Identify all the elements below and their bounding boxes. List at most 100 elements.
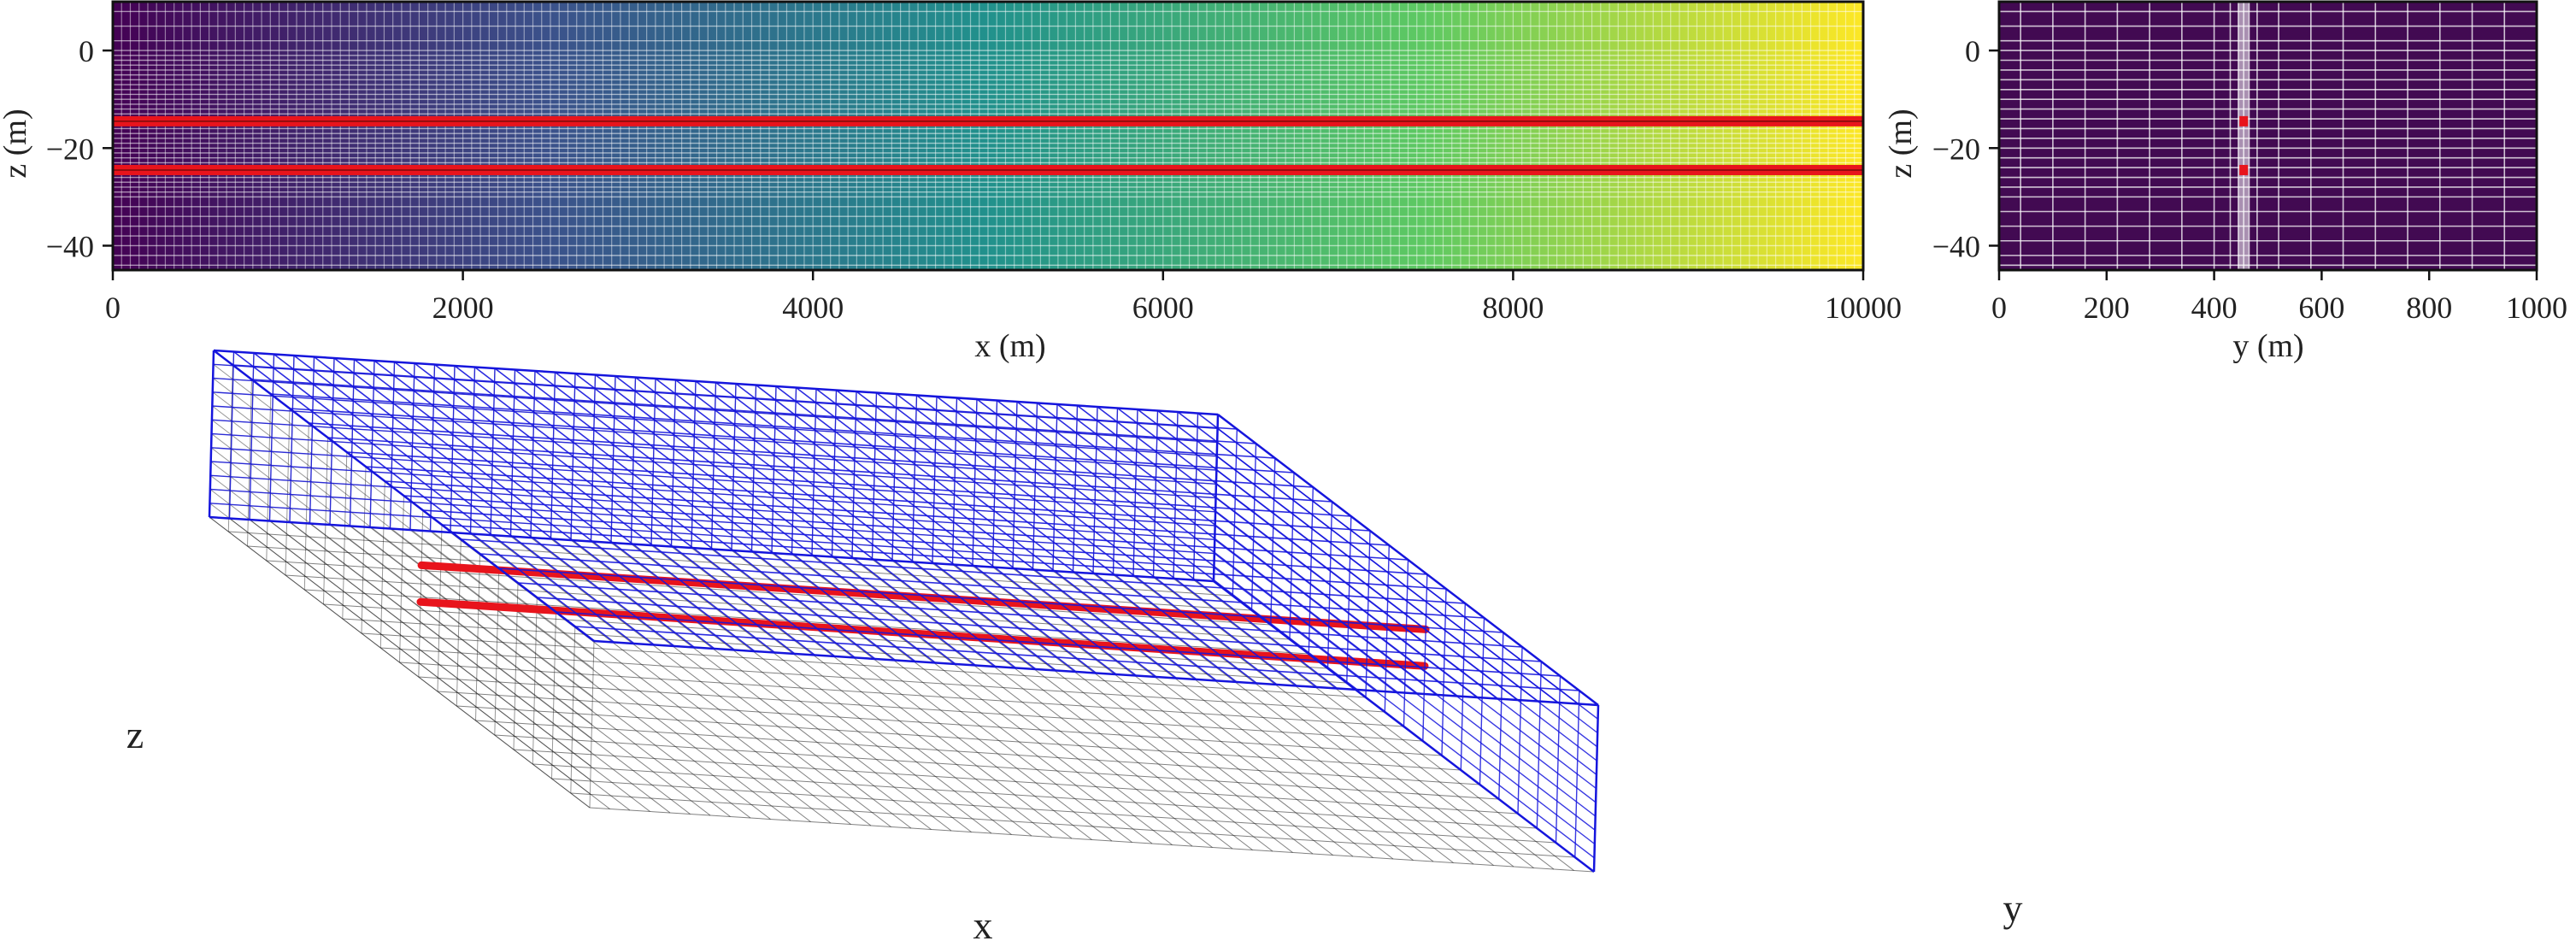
mesh-left-vline [551, 611, 556, 779]
mesh-top-yline [289, 408, 1295, 473]
mesh-bottom-yline [532, 763, 1538, 829]
mesh-right-hline [1214, 552, 1596, 845]
mesh-top-yline [270, 393, 1275, 459]
mesh-left-vline [227, 364, 233, 532]
xz-axes-frame [111, 0, 1865, 272]
mesh-left-hline [211, 433, 592, 725]
mesh-left-vline [532, 597, 538, 765]
mesh-front-hline [212, 391, 1217, 457]
yz-ticks: 0 200 400 600 800 1000 0 −20 −40 [1932, 34, 2567, 325]
xz-x-axis-label: x (m) [974, 328, 1045, 364]
mesh-left-vline [247, 379, 252, 547]
xz-wells [113, 115, 1863, 175]
yz-axes-frame [1997, 0, 2538, 272]
xz-xtick-label: 6000 [1132, 291, 1194, 325]
mesh-left-vline [475, 553, 480, 721]
mesh-left-vline [342, 451, 348, 620]
mesh-bottom-yline [380, 647, 1385, 713]
mesh-right-hline [1214, 525, 1597, 817]
yz-ytick-label: 0 [1965, 34, 1980, 68]
well-lower [2239, 164, 2249, 175]
yz-mesh-grid [1999, 2, 2537, 270]
mesh-left-hline [211, 405, 593, 697]
mesh-box-edge [1213, 580, 1595, 873]
mesh-bottom-yline [494, 734, 1499, 800]
mesh-top-yline [346, 451, 1351, 517]
mesh-box-edge [1212, 414, 1220, 582]
mesh-front-hline [211, 447, 1216, 513]
mesh-top-yline [309, 422, 1314, 488]
xz-xtick-label: 2000 [432, 291, 494, 325]
mesh-bottom-yline [570, 792, 1575, 858]
mesh-box-edge [1217, 414, 1599, 706]
yz-wells [2239, 115, 2249, 175]
xz-xtick-label: 10000 [1825, 291, 1902, 325]
yz-ytick-label: −40 [1932, 229, 1980, 263]
mesh-bottom-yline [228, 531, 1233, 597]
mesh-left-vline [570, 626, 576, 794]
mesh-bottom-yline [589, 807, 1595, 873]
mesh-z-axis-label: z [126, 713, 144, 756]
yz-xtick-label: 200 [2084, 291, 2130, 325]
mesh-bottom-yline [418, 676, 1423, 742]
mesh-bottom-yline [513, 749, 1519, 815]
yz-xtick-label: 1000 [2506, 291, 2567, 325]
mesh-left-hline [210, 461, 592, 753]
mesh-front-hline [209, 503, 1214, 568]
xz-ticks: 0 2000 4000 6000 8000 10000 0 −20 −40 [46, 34, 1902, 325]
mesh-front-hline [212, 405, 1217, 471]
well-upper [2239, 115, 2249, 126]
mesh-top-yline [574, 626, 1579, 691]
mesh-bottom-yline [342, 618, 1347, 684]
xz-ytick-label: −20 [46, 132, 94, 166]
mesh-bottom-yline [266, 560, 1271, 626]
mesh-top-yline [422, 509, 1427, 575]
xz-section-plot: 0 2000 4000 6000 8000 10000 0 −20 −40 x (m) z (m… [0, 0, 1902, 364]
xz-ytick-label: −40 [46, 229, 94, 263]
mesh-top-yline [251, 379, 1256, 444]
xz-colormap-fill [113, 2, 1863, 270]
mesh-right-hline [1215, 497, 1597, 790]
mesh-left-hline [209, 503, 591, 795]
yz-x-axis-label: y (m) [2232, 328, 2303, 364]
mesh-top-yline [517, 582, 1523, 648]
mesh-left-hline [212, 391, 594, 684]
mesh-bottom-yline [437, 691, 1443, 756]
mesh-front-hline [211, 419, 1216, 485]
mesh-bottom-yline [247, 545, 1252, 611]
mesh-left-vline [379, 480, 385, 649]
mesh-top-yline [232, 364, 1238, 430]
mesh-front-hline [213, 377, 1218, 444]
mesh-left-vline [361, 466, 367, 634]
mesh-front-hline [210, 461, 1215, 526]
mesh-bottom-yline [285, 574, 1291, 640]
mesh-front-hline [211, 432, 1216, 499]
xz-mesh-grid [113, 2, 1863, 270]
mesh-left-vline [437, 524, 443, 692]
mesh-box-edge [213, 350, 595, 642]
mesh-left-vline [303, 422, 309, 591]
xz-colormap-rect [113, 2, 1863, 270]
mesh-left-vline [399, 495, 404, 663]
mesh-top-yline [327, 437, 1332, 503]
xz-xtick-label: 8000 [1482, 291, 1544, 325]
yz-background [1999, 2, 2537, 270]
mesh-box-edge [213, 349, 1219, 416]
mesh-front-hline [209, 488, 1214, 555]
mesh-top-yline [461, 538, 1466, 604]
mesh-box-edge [209, 515, 1214, 583]
mesh-left-vline [418, 509, 424, 678]
mesh-box-edge [1592, 704, 1600, 873]
mesh-right-hline [1214, 538, 1596, 831]
mesh-left-vline [589, 640, 595, 809]
mesh-front-hline [210, 474, 1215, 540]
yz-xtick-label: 0 [1991, 291, 2007, 325]
mesh-3d-plot: z x y [126, 349, 2023, 941]
mesh-bottom-yline [304, 589, 1309, 655]
mesh-left-vline [494, 568, 500, 736]
mesh-top-yline [556, 611, 1561, 677]
mesh-front-hline [213, 363, 1218, 429]
mesh-right-hline [1213, 567, 1595, 859]
mesh-right-hline [1214, 511, 1597, 803]
mesh-top-yline [479, 553, 1485, 619]
